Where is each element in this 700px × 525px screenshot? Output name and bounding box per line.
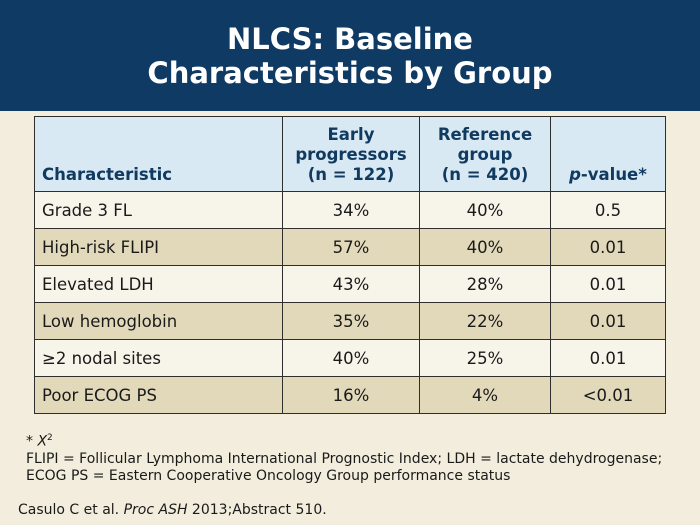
footnote-chi: X (37, 433, 48, 450)
cell-characteristic: ≥2 nodal sites (34, 339, 283, 377)
cell-characteristic: Poor ECOG PS (34, 376, 283, 414)
table-header-row: Characteristic Early progressors (n = 12… (34, 116, 666, 192)
cell-p-value: 0.01 (550, 302, 666, 340)
cell-characteristic: Elevated LDH (34, 265, 283, 303)
cell-reference: 25% (419, 339, 551, 377)
cell-reference: 40% (419, 191, 551, 229)
cell-p-value: 0.01 (550, 265, 666, 303)
citation-rest: 2013;Abstract 510. (187, 502, 327, 518)
header-early-line1: Early (327, 125, 375, 144)
cell-early: 57% (282, 228, 420, 266)
slide-title-line2: Characteristics by Group (147, 56, 553, 90)
table-row: Low hemoglobin 35% 22% 0.01 (34, 302, 666, 340)
header-early-progressors: Early progressors (n = 122) (282, 116, 420, 192)
header-ref-line1: Reference (437, 125, 533, 144)
header-ref-line3: (n = 420) (441, 165, 529, 184)
cell-early: 43% (282, 265, 420, 303)
cell-early: 34% (282, 191, 420, 229)
cell-p-value: 0.5 (550, 191, 666, 229)
baseline-characteristics-table: Characteristic Early progressors (n = 12… (34, 116, 666, 414)
header-ref-line2: group (457, 145, 513, 164)
header-p-rest: -value* (580, 165, 647, 184)
citation-authors: Casulo C et al. (18, 502, 124, 518)
header-reference-group: Reference group (n = 420) (419, 116, 551, 192)
cell-reference: 40% (419, 228, 551, 266)
footnote-chi-superscript: 2 (47, 433, 53, 443)
header-characteristic: Characteristic (34, 116, 283, 192)
citation: Casulo C et al. Proc ASH 2013;Abstract 5… (18, 502, 327, 518)
header-p-italic: p (569, 165, 581, 184)
cell-reference: 4% (419, 376, 551, 414)
header-early-line2: progressors (295, 145, 407, 164)
header-early-line3: (n = 122) (307, 165, 395, 184)
cell-p-value: 0.01 (550, 339, 666, 377)
slide-title-line1: NLCS: Baseline (227, 22, 473, 56)
chi-square-footnote: * X2 (26, 430, 53, 451)
cell-reference: 28% (419, 265, 551, 303)
cell-early: 35% (282, 302, 420, 340)
abbreviations-footnote: FLIPI = Follicular Lymphoma Internationa… (26, 451, 663, 484)
cell-characteristic: High-risk FLIPI (34, 228, 283, 266)
table-row: ≥2 nodal sites 40% 25% 0.01 (34, 339, 666, 377)
cell-p-value: 0.01 (550, 228, 666, 266)
cell-early: 40% (282, 339, 420, 377)
header-p-value: p-value* (550, 116, 666, 192)
footnote-star: * (26, 433, 38, 450)
cell-early: 16% (282, 376, 420, 414)
citation-journal: Proc ASH (123, 502, 188, 518)
cell-characteristic: Low hemoglobin (34, 302, 283, 340)
cell-characteristic: Grade 3 FL (34, 191, 283, 229)
table-row: High-risk FLIPI 57% 40% 0.01 (34, 228, 666, 266)
table-row: Grade 3 FL 34% 40% 0.5 (34, 191, 666, 229)
header-characteristic-label: Characteristic (42, 165, 173, 184)
table-row: Poor ECOG PS 16% 4% <0.01 (34, 376, 666, 414)
table-row: Elevated LDH 43% 28% 0.01 (34, 265, 666, 303)
cell-p-value: <0.01 (550, 376, 666, 414)
slide-header: NLCS: Baseline Characteristics by Group (0, 0, 700, 111)
cell-reference: 22% (419, 302, 551, 340)
